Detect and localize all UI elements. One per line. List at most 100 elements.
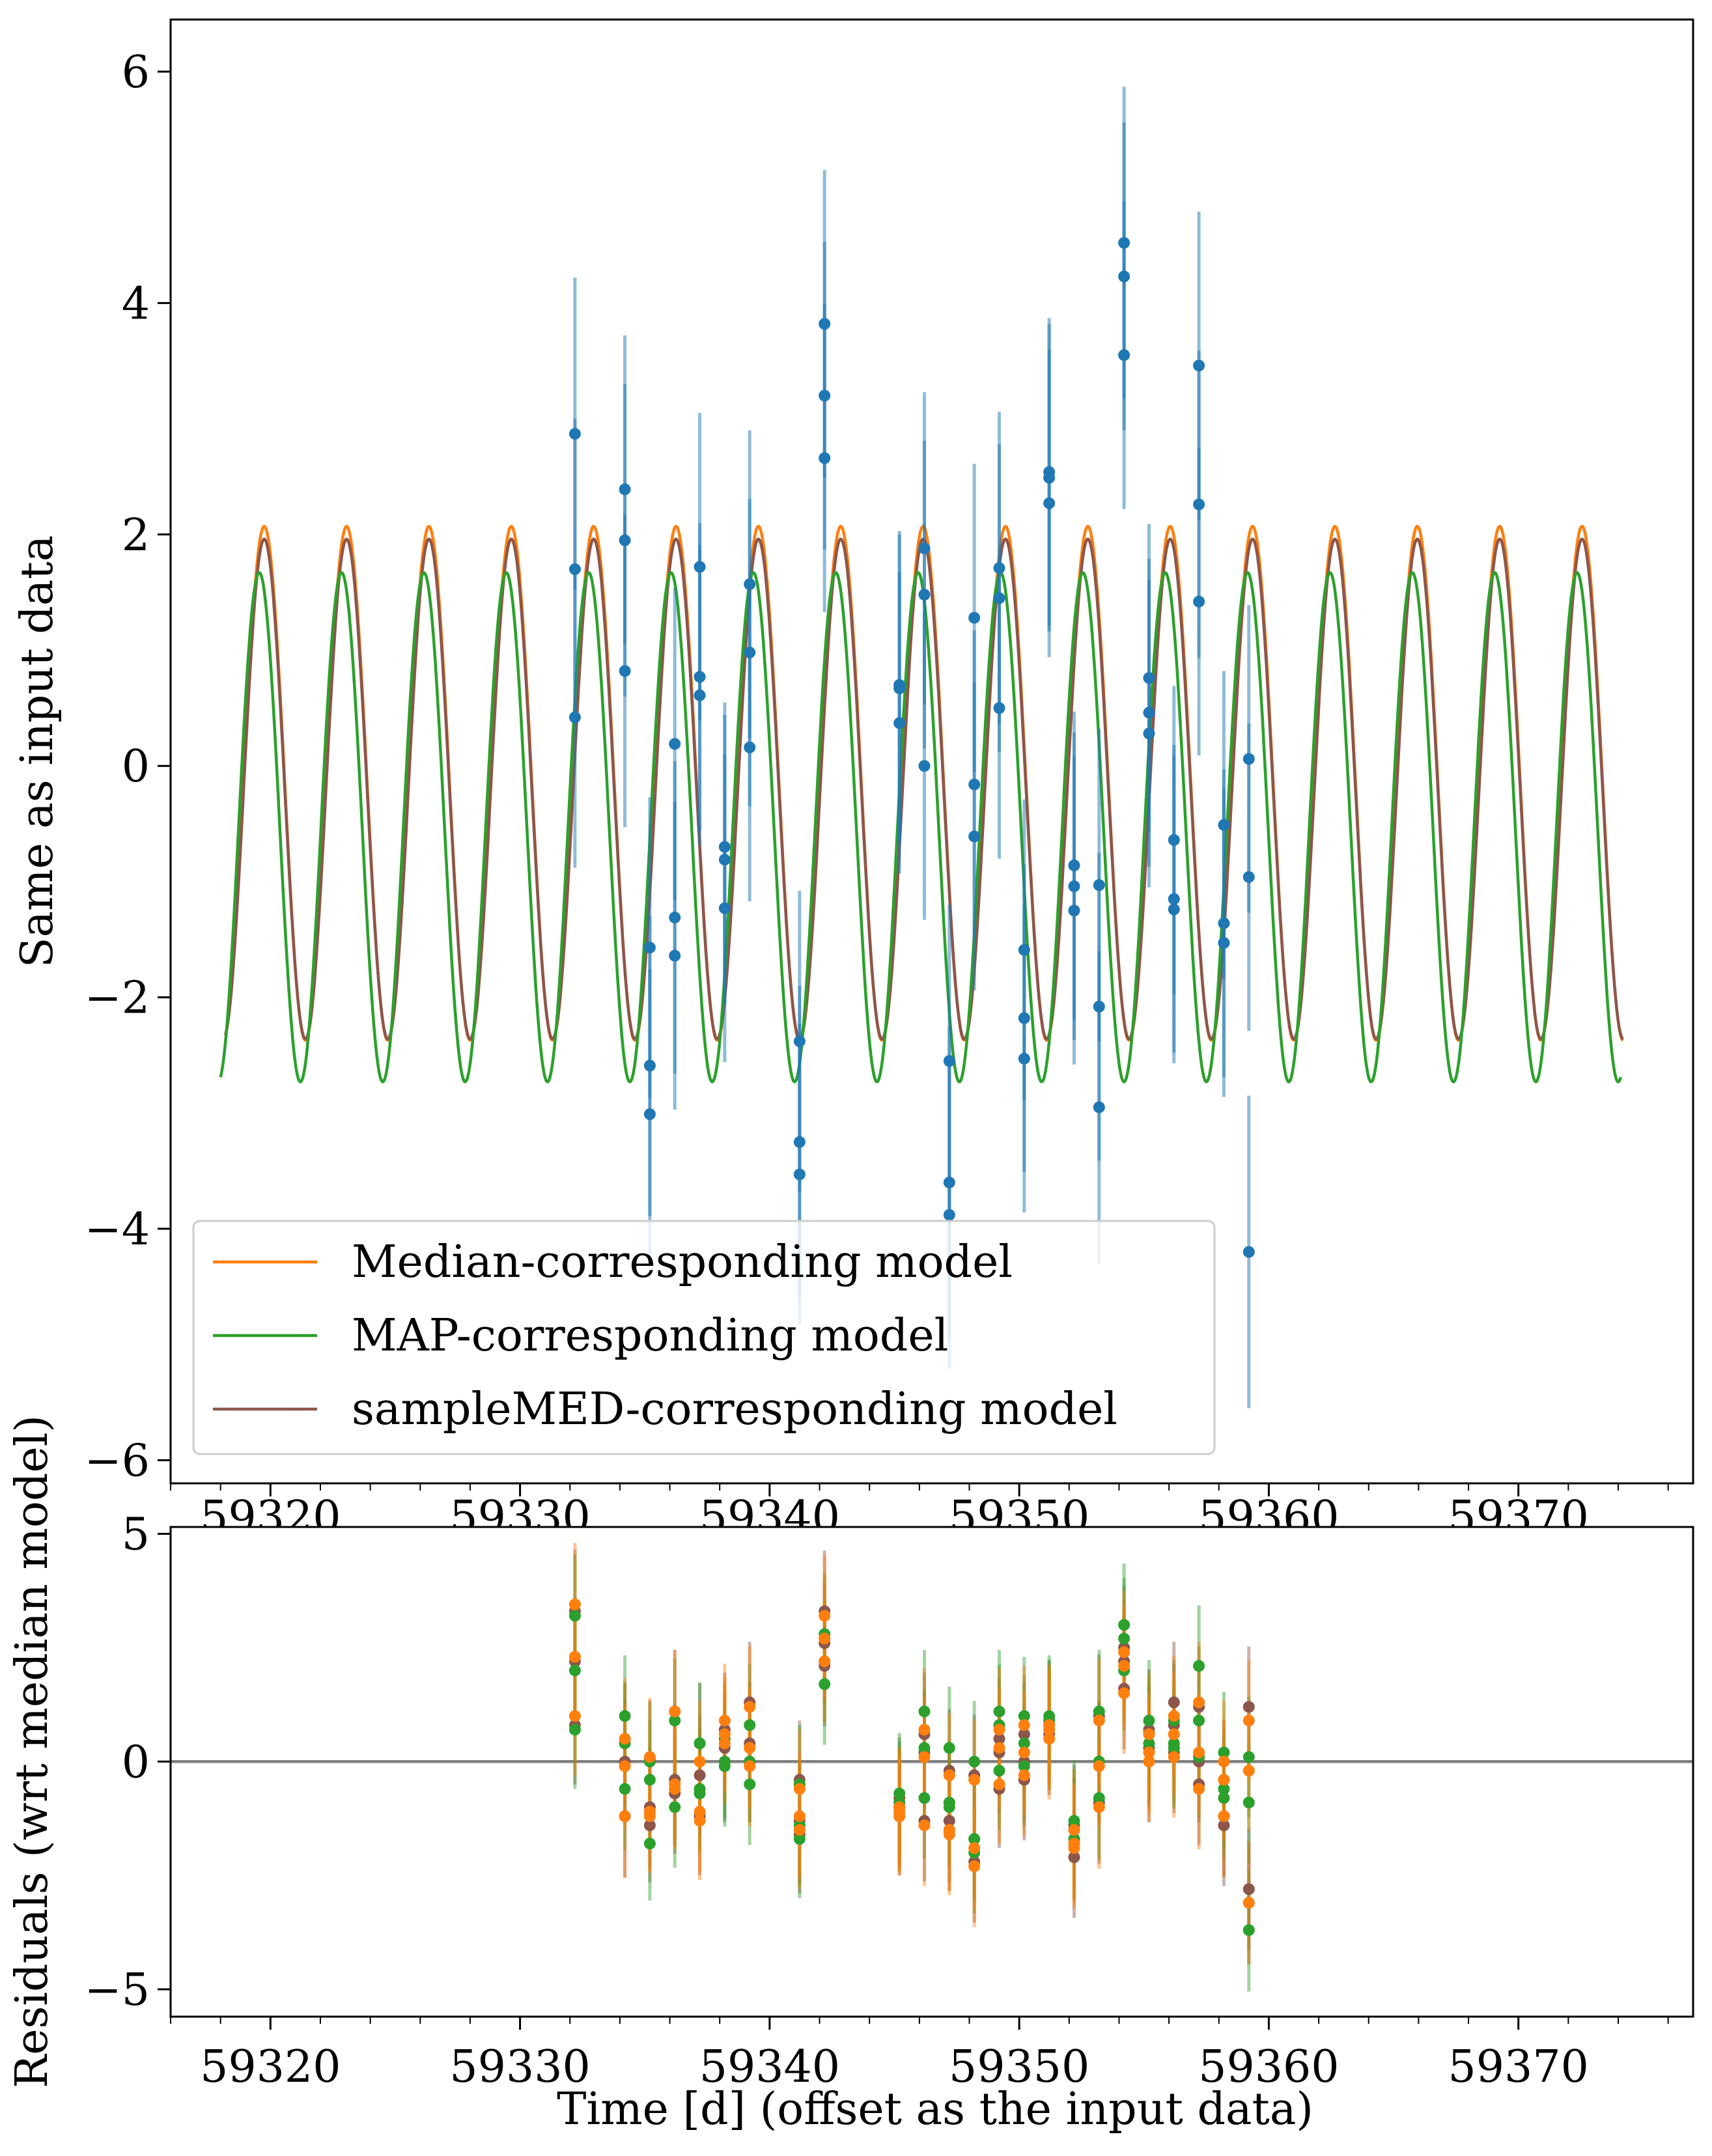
residual-point-1-11	[669, 1801, 681, 1813]
residual-point-0-50	[1068, 1851, 1080, 1864]
data-point-7	[643, 1059, 656, 1072]
bottom-ytick-label-m5: −5	[85, 1965, 150, 2016]
residual-point-1-8	[643, 1838, 656, 1850]
data-point-26	[819, 452, 831, 464]
data-point-40	[993, 592, 1005, 604]
data-point-70	[1242, 871, 1255, 883]
residual-point-1-39	[993, 1705, 1005, 1718]
residual-point-1-55	[1118, 1632, 1130, 1645]
legend-label-samplemed: sampleMED-corresponding model	[352, 1384, 1117, 1435]
data-point-24	[819, 318, 831, 330]
residual-point-1-67	[1218, 1783, 1230, 1795]
residual-point-2-63	[1193, 1696, 1205, 1709]
x-axis-label: Time [d] (offset as the input data)	[557, 2084, 1313, 2135]
legend-label-map: MAP-corresponding model	[352, 1310, 948, 1362]
residual-point-0-39	[993, 1733, 1005, 1745]
residual-point-2-39	[993, 1724, 1005, 1736]
residual-point-1-70	[1242, 1797, 1255, 1809]
top-y-axis-label: Same as input data	[12, 535, 63, 968]
residual-point-1-48	[1068, 1815, 1080, 1827]
data-point-56	[1118, 349, 1130, 361]
residual-point-1-53	[1093, 1792, 1105, 1804]
data-point-23	[793, 1168, 806, 1181]
data-point-57	[1143, 672, 1155, 684]
residual-point-2-44	[1018, 1769, 1030, 1782]
residual-point-2-60	[1168, 1710, 1180, 1722]
legend-label-median: Median-corresponding model	[352, 1237, 1013, 1288]
residual-point-1-64	[1193, 1715, 1205, 1727]
residual-point-1-2	[568, 1724, 581, 1736]
residual-point-2-70	[1242, 1765, 1255, 1777]
residual-point-1-14	[694, 1787, 706, 1800]
residual-point-2-41	[993, 1778, 1005, 1791]
data-point-3	[619, 483, 631, 496]
bottom-xtick-labels: 59320 59330 59340 59350 59360 59370	[200, 2041, 1589, 2093]
residual-point-1-27	[893, 1787, 906, 1800]
top-axes-frame	[169, 18, 1694, 1485]
residual-point-2-38	[968, 1860, 981, 1873]
residual-point-1-1	[568, 1664, 581, 1677]
data-point-13	[694, 671, 706, 683]
data-point-0	[568, 428, 581, 440]
residual-point-2-64	[1193, 1746, 1205, 1759]
residual-data-points	[568, 1543, 1255, 1992]
residual-point-1-30	[918, 1705, 931, 1718]
residual-point-2-50	[1068, 1842, 1080, 1855]
data-point-6	[643, 942, 656, 954]
residual-point-1-33	[943, 1742, 955, 1754]
residual-point-1-41	[993, 1765, 1005, 1777]
residual-point-1-20	[744, 1778, 756, 1791]
top-ytick-label-m6: −6	[85, 1435, 150, 1487]
residual-point-1-26	[819, 1678, 831, 1690]
residual-point-2-29	[893, 1810, 906, 1823]
bottom-ytick-labels: −5 0 5	[85, 1509, 150, 2016]
bottom-ytick-label-5: 5	[122, 1509, 150, 1560]
residual-point-2-69	[1242, 1715, 1255, 1727]
top-ytick-label-4: 4	[122, 278, 150, 329]
residual-point-2-36	[968, 1774, 981, 1786]
residual-point-2-21	[793, 1783, 806, 1795]
top-ytick-labels: −6 −4 −2 0 2 4 6	[85, 47, 150, 1487]
data-point-64	[1193, 498, 1205, 511]
residual-point-2-32	[918, 1819, 931, 1832]
data-point-35	[943, 1209, 955, 1221]
residual-point-2-9	[669, 1705, 681, 1718]
data-point-11	[669, 949, 681, 962]
residual-point-2-67	[1218, 1774, 1230, 1786]
residual-point-2-46	[1043, 1724, 1056, 1736]
residual-point-1-51	[1093, 1705, 1105, 1718]
data-point-19	[744, 647, 756, 659]
residual-point-1-23	[793, 1833, 806, 1845]
residual-point-1-68	[1218, 1792, 1230, 1804]
bottom-plot-area	[171, 1527, 1693, 2017]
data-point-29	[893, 717, 906, 729]
residual-point-2-5	[619, 1810, 631, 1823]
residual-point-2-8	[643, 1810, 656, 1823]
top-panel: 59320 59330 59340 59350 59360 59370 −6 −…	[12, 18, 1694, 1543]
data-point-46	[1043, 471, 1056, 484]
data-point-49	[1068, 880, 1080, 893]
residual-point-1-69	[1242, 1751, 1255, 1763]
residual-point-2-23	[793, 1824, 806, 1836]
data-point-16	[718, 854, 731, 866]
bottom-xtick-label-59330: 59330	[449, 2041, 590, 2093]
data-point-38	[968, 830, 981, 843]
residual-point-1-9	[669, 1715, 681, 1727]
residual-point-1-31	[918, 1742, 931, 1754]
data-point-34	[943, 1176, 955, 1188]
data-point-55	[1118, 270, 1130, 283]
top-tick-marks	[158, 70, 1669, 1496]
data-point-51	[1093, 879, 1105, 891]
residual-point-2-22	[793, 1810, 806, 1823]
data-point-20	[744, 741, 756, 753]
residual-point-2-33	[943, 1769, 955, 1782]
residual-point-1-36	[968, 1756, 981, 1768]
residual-point-1-63	[1193, 1660, 1205, 1672]
data-point-42	[1018, 944, 1030, 956]
data-point-10	[669, 912, 681, 924]
residual-point-1-12	[694, 1737, 706, 1750]
legend: Median-corresponding model MAP-correspon…	[192, 1220, 1216, 1455]
residual-point-2-1	[568, 1651, 581, 1663]
bottom-panel: −5 0 5 59320 59330 59340 59350 59360 593…	[7, 1415, 1694, 2135]
residual-point-0-69	[1242, 1701, 1255, 1713]
